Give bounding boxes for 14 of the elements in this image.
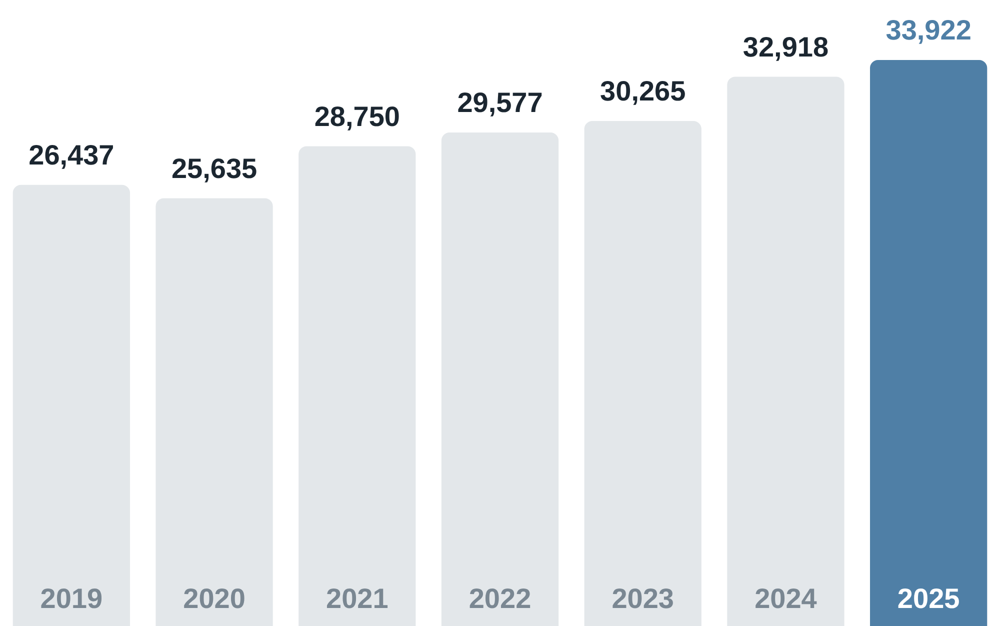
data-label: 32,918 — [742, 31, 829, 62]
x-tick-label: 2025 — [897, 583, 960, 614]
data-label: 28,750 — [314, 101, 400, 132]
x-tick-label: 2022 — [468, 583, 532, 614]
data-label: 30,265 — [600, 76, 686, 107]
x-tick-label: 2020 — [183, 583, 246, 614]
data-label: 25,635 — [171, 152, 258, 184]
x-tick-label: 2024 — [754, 583, 818, 614]
x-tick-label: 2021 — [326, 583, 388, 614]
x-tick-label: 2023 — [612, 583, 674, 614]
data-label: 33,922 — [886, 14, 972, 46]
x-tick-label: 2019 — [40, 583, 103, 614]
data-label: 26,437 — [28, 140, 114, 171]
data-label: 29,577 — [457, 87, 543, 118]
